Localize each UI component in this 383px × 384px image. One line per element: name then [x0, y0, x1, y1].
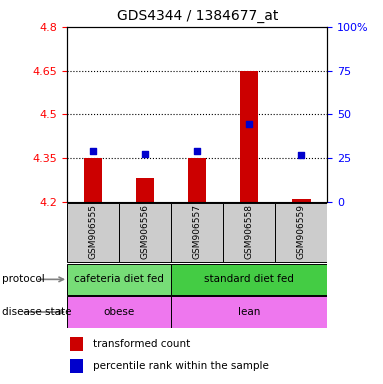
FancyBboxPatch shape: [67, 203, 119, 262]
Text: GSM906556: GSM906556: [141, 204, 150, 258]
FancyBboxPatch shape: [171, 296, 327, 328]
Point: [90, 147, 96, 154]
Text: percentile rank within the sample: percentile rank within the sample: [93, 361, 269, 371]
FancyBboxPatch shape: [275, 203, 327, 262]
Text: standard diet fed: standard diet fed: [205, 274, 294, 285]
Bar: [136, 178, 154, 202]
Text: protocol: protocol: [2, 274, 45, 285]
Point: [298, 152, 304, 158]
FancyBboxPatch shape: [223, 203, 275, 262]
Text: obese: obese: [103, 307, 135, 317]
Title: GDS4344 / 1384677_at: GDS4344 / 1384677_at: [116, 9, 278, 23]
Text: disease state: disease state: [2, 307, 71, 317]
Bar: [70, 337, 83, 351]
Bar: [240, 71, 259, 202]
Text: transformed count: transformed count: [93, 339, 190, 349]
FancyBboxPatch shape: [171, 264, 327, 295]
FancyBboxPatch shape: [119, 203, 171, 262]
Text: lean: lean: [238, 307, 260, 317]
Bar: [70, 359, 83, 373]
Text: cafeteria diet fed: cafeteria diet fed: [74, 274, 164, 285]
Point: [194, 147, 200, 154]
FancyBboxPatch shape: [67, 264, 171, 295]
Bar: [188, 158, 206, 202]
Text: GSM906555: GSM906555: [88, 204, 98, 258]
Text: GSM906559: GSM906559: [297, 204, 306, 258]
FancyBboxPatch shape: [171, 203, 223, 262]
FancyBboxPatch shape: [67, 296, 171, 328]
Point: [142, 151, 148, 157]
Text: GSM906558: GSM906558: [245, 204, 254, 258]
Bar: [84, 158, 102, 202]
Point: [246, 121, 252, 127]
Bar: [292, 199, 311, 202]
Text: GSM906557: GSM906557: [193, 204, 202, 258]
